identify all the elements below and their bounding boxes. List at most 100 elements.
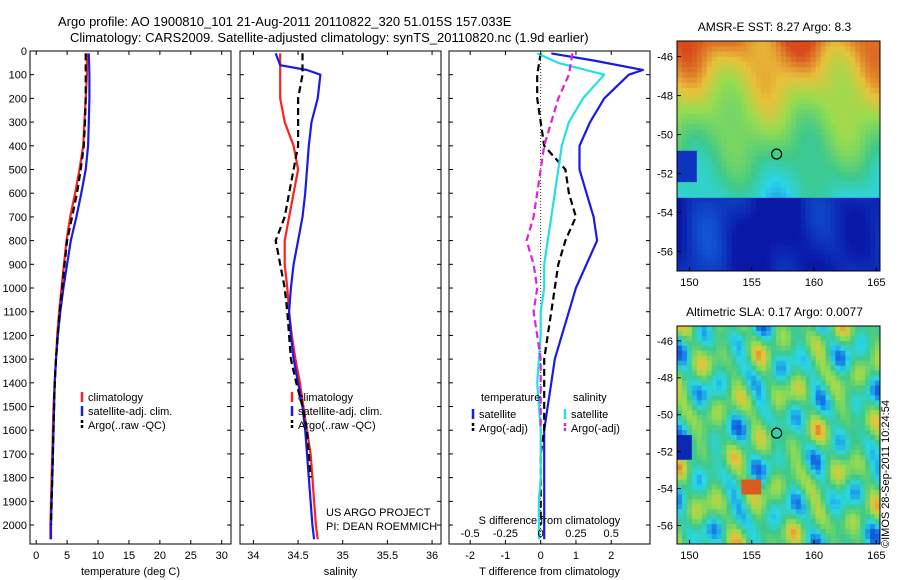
heatmap-cell bbox=[711, 499, 718, 505]
heatmap-cell bbox=[721, 454, 727, 461]
heatmap-cell bbox=[790, 166, 797, 173]
heatmap-cell bbox=[771, 46, 777, 52]
heatmap-cell bbox=[805, 265, 812, 272]
heatmap-cell bbox=[771, 405, 777, 411]
heatmap-cell bbox=[830, 494, 836, 500]
heatmap-cell bbox=[726, 425, 732, 431]
heatmap-cell bbox=[860, 489, 866, 495]
heatmap-cell bbox=[785, 524, 792, 530]
heatmap-cell bbox=[771, 534, 777, 540]
heatmap-cell bbox=[810, 479, 817, 485]
heatmap-cell bbox=[691, 234, 698, 241]
heatmap-cell bbox=[686, 534, 693, 540]
heatmap-cell bbox=[751, 395, 757, 401]
heatmap-cell bbox=[751, 176, 757, 183]
heatmap-cell bbox=[790, 197, 797, 204]
heatmap-cell bbox=[870, 425, 876, 431]
heatmap-cell bbox=[756, 405, 762, 411]
heatmap-cell bbox=[677, 405, 683, 411]
heatmap-cell bbox=[681, 355, 688, 362]
heatmap-cell bbox=[701, 250, 708, 256]
heatmap-cell bbox=[736, 260, 742, 267]
heatmap-cell bbox=[756, 469, 762, 476]
heatmap-cell bbox=[761, 385, 767, 391]
heatmap-cell bbox=[766, 182, 772, 188]
heatmap-cell bbox=[840, 119, 846, 126]
heatmap-cell bbox=[761, 156, 767, 162]
heatmap-cell bbox=[696, 203, 703, 209]
heatmap-cell bbox=[825, 114, 831, 120]
heatmap-cell bbox=[870, 265, 876, 272]
heatmap-cell bbox=[830, 479, 836, 485]
heatmap-cell bbox=[711, 345, 718, 352]
heatmap-cell bbox=[800, 449, 807, 456]
heatmap-cell bbox=[780, 509, 787, 515]
heatmap-cell bbox=[855, 150, 861, 157]
heatmap-cell bbox=[711, 415, 718, 421]
heatmap-cell bbox=[815, 46, 821, 52]
heatmap-cell bbox=[825, 444, 831, 451]
heatmap-cell bbox=[795, 420, 802, 426]
heatmap-cell bbox=[716, 72, 722, 78]
heatmap-cell bbox=[780, 435, 787, 441]
heatmap-cell bbox=[810, 129, 817, 136]
heatmap-cell bbox=[691, 41, 698, 47]
heatmap-cell bbox=[681, 529, 688, 535]
x-tick-label: 1 bbox=[573, 550, 579, 562]
heatmap-cell bbox=[830, 239, 836, 246]
heatmap-cell bbox=[860, 479, 866, 485]
heatmap-cell bbox=[677, 415, 683, 421]
heatmap-cell bbox=[761, 489, 767, 495]
heatmap-cell bbox=[835, 494, 841, 500]
heatmap-cell bbox=[746, 72, 752, 78]
heatmap-cell bbox=[701, 135, 708, 141]
heatmap-cell bbox=[855, 223, 861, 230]
heatmap-cell bbox=[746, 539, 752, 545]
heatmap-cell bbox=[805, 108, 812, 115]
heatmap-cell bbox=[805, 519, 812, 525]
heatmap-cell bbox=[785, 103, 792, 110]
heatmap-cell bbox=[805, 171, 812, 178]
heatmap-cell bbox=[766, 197, 772, 204]
heatmap-cell bbox=[815, 469, 821, 476]
heatmap-cell bbox=[751, 56, 757, 63]
heatmap-cell bbox=[696, 390, 703, 396]
heatmap-cell bbox=[855, 494, 861, 500]
heatmap-cell bbox=[795, 98, 802, 105]
heatmap-cell bbox=[830, 56, 836, 63]
heatmap-cell bbox=[865, 46, 871, 52]
heatmap-cell bbox=[860, 192, 866, 199]
heatmap-cell bbox=[860, 260, 866, 267]
heatmap-cell bbox=[721, 355, 727, 362]
heatmap-cell bbox=[706, 192, 713, 199]
heatmap-cell bbox=[696, 479, 703, 485]
heatmap-cell bbox=[800, 529, 807, 535]
heatmap-cell bbox=[751, 229, 757, 235]
heatmap-cell bbox=[721, 539, 727, 545]
heatmap-cell bbox=[840, 114, 846, 120]
heatmap-cell bbox=[795, 250, 802, 256]
heatmap-cell bbox=[756, 385, 762, 391]
heatmap-cell bbox=[686, 229, 693, 235]
heatmap-cell bbox=[721, 524, 727, 530]
heatmap-cell bbox=[800, 385, 807, 391]
heatmap-cell bbox=[681, 539, 688, 545]
heatmap-cell bbox=[691, 255, 698, 261]
heatmap-cell bbox=[800, 197, 807, 204]
heatmap-cell bbox=[746, 330, 752, 337]
heatmap-cell bbox=[691, 355, 698, 362]
heatmap-cell bbox=[875, 140, 881, 146]
heatmap-cell bbox=[776, 124, 782, 131]
heatmap-cell bbox=[756, 474, 762, 480]
heatmap-cell bbox=[850, 93, 856, 99]
heatmap-cell bbox=[840, 135, 846, 141]
heatmap-cell bbox=[771, 150, 777, 157]
heatmap-cell bbox=[875, 108, 881, 115]
heatmap-cell bbox=[681, 108, 688, 115]
heatmap-cell bbox=[761, 41, 767, 47]
series-temperature-satellite bbox=[543, 52, 645, 540]
heatmap-cell bbox=[677, 514, 683, 520]
heatmap-cell bbox=[860, 203, 866, 209]
heatmap-cell bbox=[751, 114, 757, 120]
heatmap-cell bbox=[850, 504, 856, 510]
